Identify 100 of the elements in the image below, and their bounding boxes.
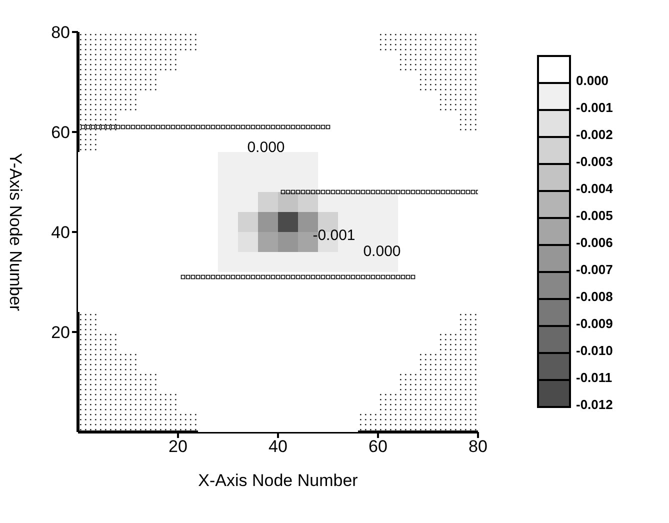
point xyxy=(290,274,296,280)
point xyxy=(230,124,236,130)
point xyxy=(316,124,320,130)
point xyxy=(126,124,130,130)
point xyxy=(226,124,230,130)
point xyxy=(336,274,340,280)
point xyxy=(330,190,336,194)
point xyxy=(340,274,346,280)
point xyxy=(390,274,396,280)
x-tick-label: 20 xyxy=(168,437,188,456)
point xyxy=(216,274,220,280)
point xyxy=(100,124,106,130)
y-tick-label: 20 xyxy=(51,323,70,342)
point xyxy=(186,274,190,280)
point xyxy=(156,124,160,130)
point xyxy=(190,274,196,280)
point xyxy=(300,124,306,130)
point xyxy=(420,190,426,194)
point xyxy=(280,124,286,130)
point xyxy=(386,274,390,280)
point xyxy=(456,190,460,194)
point xyxy=(180,124,186,130)
point xyxy=(150,124,156,130)
point xyxy=(336,190,340,194)
point xyxy=(376,274,380,280)
point xyxy=(196,124,200,130)
x-axis-title: X-Axis Node Number xyxy=(198,471,358,490)
point xyxy=(300,274,306,280)
color-bar-label: -0.005 xyxy=(576,208,613,223)
point xyxy=(320,190,326,194)
point xyxy=(220,124,226,130)
point xyxy=(280,190,286,194)
color-bar-label: -0.006 xyxy=(576,235,613,250)
point xyxy=(426,190,430,194)
point xyxy=(86,124,90,130)
point xyxy=(206,124,210,130)
point xyxy=(350,274,356,280)
color-bar-label: -0.003 xyxy=(576,154,613,169)
point xyxy=(380,190,386,194)
point xyxy=(136,124,140,130)
point xyxy=(466,190,470,194)
point xyxy=(306,274,310,280)
point xyxy=(356,274,360,280)
y-tick-label: 60 xyxy=(51,123,70,142)
point xyxy=(296,274,300,280)
point xyxy=(300,190,306,194)
point xyxy=(386,190,390,194)
point xyxy=(436,190,440,194)
point xyxy=(346,190,350,194)
point xyxy=(396,274,400,280)
point xyxy=(210,274,216,280)
point xyxy=(380,274,386,280)
point xyxy=(346,274,350,280)
point xyxy=(106,124,110,130)
point xyxy=(140,124,146,130)
point xyxy=(410,190,416,194)
point xyxy=(270,274,276,280)
point xyxy=(190,124,196,130)
point xyxy=(460,190,466,194)
point xyxy=(120,124,126,130)
point xyxy=(226,274,230,280)
point xyxy=(376,190,380,194)
point xyxy=(400,274,406,280)
point xyxy=(296,190,300,194)
point xyxy=(200,274,206,280)
point xyxy=(266,274,270,280)
point xyxy=(306,190,310,194)
point xyxy=(130,124,136,130)
point xyxy=(416,190,420,194)
color-bar-label: -0.002 xyxy=(576,127,613,142)
point xyxy=(176,124,180,130)
point xyxy=(306,124,310,130)
point xyxy=(200,124,206,130)
point xyxy=(166,124,170,130)
point xyxy=(396,190,400,194)
point xyxy=(370,274,376,280)
point xyxy=(110,124,116,130)
point xyxy=(406,274,410,280)
point xyxy=(220,274,226,280)
point xyxy=(406,190,410,194)
color-bar-label: -0.007 xyxy=(576,262,613,277)
point xyxy=(260,124,266,130)
point xyxy=(356,190,360,194)
point xyxy=(270,124,276,130)
x-tick-label: 40 xyxy=(268,437,288,456)
color-bar-label: -0.008 xyxy=(576,289,613,304)
point xyxy=(286,190,290,194)
point xyxy=(470,190,476,194)
point xyxy=(310,124,316,130)
point xyxy=(206,274,210,280)
point xyxy=(240,124,246,130)
point xyxy=(340,190,346,194)
color-bar-label: -0.009 xyxy=(576,316,613,331)
color-bar-label: -0.001 xyxy=(576,100,613,115)
point xyxy=(246,274,250,280)
point xyxy=(360,274,366,280)
point xyxy=(146,124,150,130)
annotation: 0.000 xyxy=(363,243,401,260)
point xyxy=(80,124,86,130)
point xyxy=(210,124,216,130)
